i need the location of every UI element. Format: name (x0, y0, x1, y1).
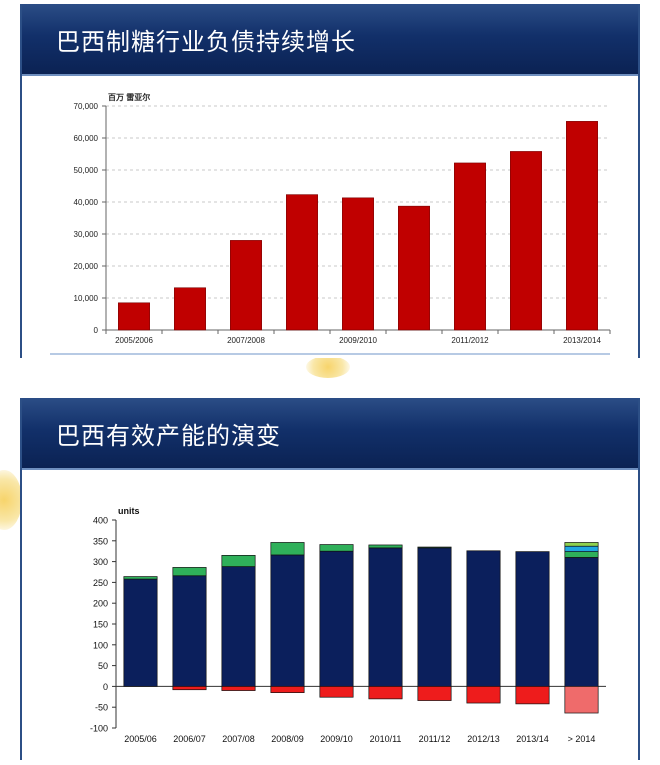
x-tick-label: 2013/2014 (563, 336, 601, 345)
x-tick-label: 2005/2006 (115, 336, 153, 345)
y-tick-label: 350 (93, 536, 108, 546)
debt-chart-box: 0 10,000 20,000 30,000 40,000 50,000 60,000 70,… (50, 84, 632, 358)
x-tick-label: 2005/06 (124, 734, 157, 744)
bar-segment (564, 545, 599, 552)
x-tick-label: > 2014 (568, 734, 596, 744)
bar (174, 287, 206, 331)
bar-segment (417, 547, 452, 687)
decorative-yellow-blob (306, 356, 350, 378)
y-tick-label: 30,000 (74, 230, 99, 239)
bar-segment (319, 686, 354, 698)
bar-segment (417, 686, 452, 701)
bar-segment (123, 576, 158, 580)
y-tick-label: -50 (95, 703, 108, 713)
bar-segment (270, 542, 305, 556)
bar-segment (564, 686, 599, 714)
x-tick-label: 2010/11 (370, 734, 402, 744)
panel-title: 巴西有效产能的演变 (56, 422, 281, 450)
bar-segment (319, 544, 354, 552)
bar (286, 194, 318, 331)
bar-segment (466, 686, 501, 704)
bar-segment (515, 686, 550, 705)
bar-segment (368, 686, 403, 700)
bar (118, 302, 150, 331)
y-tick-label: 250 (93, 578, 108, 588)
x-tick-label: 2008/09 (271, 734, 304, 744)
bar-segment (319, 550, 354, 687)
bar (342, 197, 374, 331)
capacity-panel: 巴西有效产能的演变 -100 -50 0 50 100 150 200 250 300 350 40… (20, 398, 640, 760)
bar-segment (368, 544, 403, 549)
y-tick-label: 10,000 (74, 294, 99, 303)
bar-segment (564, 551, 599, 558)
x-tick-label: 2009/10 (320, 734, 353, 744)
decorative-yellow-blob (0, 470, 22, 530)
y-tick-label: 40,000 (74, 198, 99, 207)
x-tick-label: 2007/08 (222, 734, 255, 744)
bar-segment (221, 555, 256, 567)
bar-segment (564, 557, 599, 687)
y-tick-label: 200 (93, 599, 108, 609)
y-tick-label: -100 (90, 724, 108, 734)
bar (230, 240, 262, 331)
capacity-stacked-bar-chart: -100 -50 0 50 100 150 200 250 300 350 400 units 2005… (90, 506, 606, 744)
x-tick-label: 2013/14 (516, 734, 549, 744)
debt-bar-chart: 0 10,000 20,000 30,000 40,000 50,000 60,000 70,… (50, 92, 611, 355)
bar-segment (172, 567, 207, 577)
bar-segment (417, 546, 452, 549)
y-tick-label: 50 (98, 661, 108, 671)
bar-segment (123, 578, 158, 687)
x-tick-label: 2009/2010 (339, 336, 377, 345)
y-tick-label: 0 (103, 682, 108, 692)
y-tick-label: 100 (93, 640, 108, 650)
y-tick-label: 60,000 (74, 134, 99, 143)
x-tick-label: 2007/2008 (227, 336, 265, 345)
y-tick-label: 300 (93, 557, 108, 567)
bar-segment (564, 542, 599, 547)
x-tick-label: 2011/12 (419, 734, 451, 744)
bar-segment (270, 554, 305, 687)
bar-segment (515, 551, 550, 687)
x-tick-label: 2012/13 (467, 734, 500, 744)
unit-label: 百万 雷亚尔 (108, 92, 150, 102)
debt-panel: 巴西制糖行业负债持续增长 0 10,000 20,000 30,000 40,000 50… (20, 4, 640, 358)
y-tick-label: 400 (93, 516, 108, 526)
bar-segment (172, 575, 207, 687)
x-tick-label: 2011/2012 (451, 336, 489, 345)
y-tick-label: 20,000 (74, 262, 99, 271)
bar-segment (270, 686, 305, 693)
bar-segment (368, 547, 403, 687)
y-tick-label: 50,000 (74, 166, 99, 175)
bar-segment (221, 686, 256, 691)
bar (566, 121, 598, 331)
bar (454, 162, 486, 331)
bar (510, 151, 542, 331)
bar-segment (172, 686, 207, 691)
y-tick-label: 70,000 (74, 102, 99, 111)
bar-segment (466, 550, 501, 687)
bar (398, 205, 430, 331)
y-tick-label: 150 (93, 620, 108, 630)
panel-title: 巴西制糖行业负债持续增长 (56, 28, 356, 56)
panel-header: 巴西有效产能的演变 (22, 398, 638, 470)
panel-header: 巴西制糖行业负债持续增长 (22, 4, 638, 76)
y-tick-label: 0 (94, 326, 99, 335)
x-tick-label: 2006/07 (173, 734, 206, 744)
unit-label: units (118, 506, 140, 516)
bar-segment (221, 566, 256, 687)
capacity-chart-box: -100 -50 0 50 100 150 200 250 300 350 400 units 2005… (54, 502, 618, 760)
